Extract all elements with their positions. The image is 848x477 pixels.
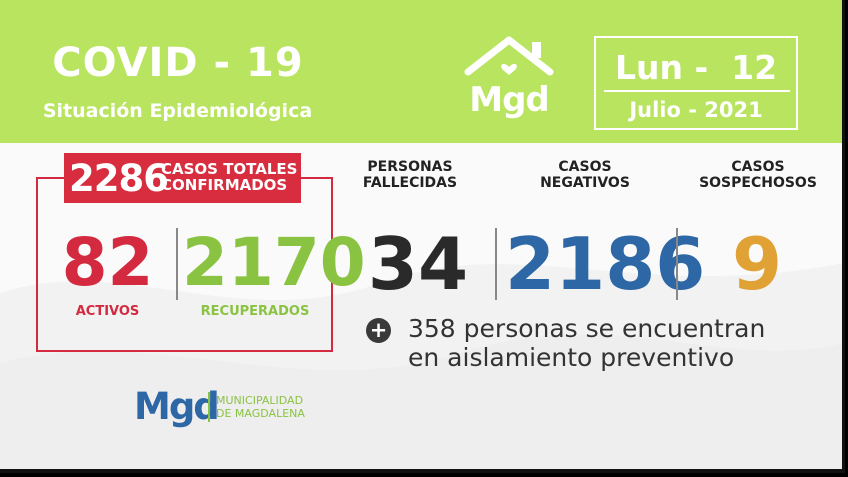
recuperados-value: 2170 — [182, 224, 366, 301]
total-label-line1: CASOS TOTALES — [161, 160, 298, 178]
total-confirmed-label: CASOS TOTALES CONFIRMADOS — [161, 161, 301, 193]
sospechosos-heading-line1: CASOS — [731, 159, 785, 175]
background-wave-decoration — [0, 263, 842, 469]
fallecidas-divider — [495, 228, 497, 300]
house-icon — [464, 36, 554, 76]
page-title: COVID - 19 — [52, 40, 304, 86]
isolation-text: 358 personas se encuentran en aislamient… — [408, 314, 808, 372]
sospechosos-value: 9 — [731, 222, 783, 306]
footer-line2: DE MAGDALENA — [216, 407, 305, 420]
negativos-heading-line1: CASOS — [558, 159, 612, 175]
isolation-line2: en aislamiento preventivo — [408, 343, 735, 372]
recuperados-label: RECUPERADOS — [200, 304, 310, 319]
total-label-line2: CONFIRMADOS — [161, 176, 288, 194]
negativos-heading-line2: NEGATIVOS — [540, 175, 630, 191]
activos-divider — [176, 228, 178, 300]
footer-line1: MUNICIPALIDAD — [216, 394, 304, 407]
date-box: Lun - 12 Julio - 2021 — [594, 36, 798, 130]
negativos-divider — [676, 228, 678, 300]
fallecidas-heading-line2: FALLECIDAS — [362, 175, 458, 191]
footer-logo-divider — [208, 392, 210, 422]
sospechosos-heading-line2: SOSPECHOSOS — [699, 175, 817, 191]
mgd-house-logo: Mgd — [458, 34, 560, 134]
total-confirmed-value: 2286 — [69, 157, 169, 200]
date-divider — [604, 90, 790, 92]
negativos-value: 2186 — [505, 222, 706, 306]
total-confirmed-badge: 2286 CASOS TOTALES CONFIRMADOS — [64, 153, 301, 203]
activos-value: 82 — [61, 224, 154, 301]
sospechosos-heading: CASOS SOSPECHOSOS — [688, 159, 828, 191]
fallecidas-heading: PERSONAS FALLECIDAS — [350, 159, 470, 191]
header-banner: COVID - 19 Situación Epidemiológica Mgd … — [0, 0, 842, 143]
page-subtitle: Situación Epidemiológica — [42, 100, 313, 122]
date-day: Lun - 12 — [614, 48, 778, 87]
isolation-line1: 358 personas se encuentran — [408, 314, 766, 343]
date-month-year: Julio - 2021 — [629, 98, 763, 122]
footer-logo-text: MUNICIPALIDAD DE MAGDALENA — [216, 394, 305, 420]
footer-logo: Mgd MUNICIPALIDAD DE MAGDALENA — [134, 385, 339, 435]
fallecidas-heading-line1: PERSONAS — [367, 159, 453, 175]
activos-label: ACTIVOS — [75, 304, 140, 319]
logo-text: Mgd — [469, 80, 550, 120]
negativos-heading: CASOS NEGATIVOS — [525, 159, 645, 191]
fallecidas-value: 34 — [367, 222, 469, 306]
footer-logo-mark: Mgd — [134, 385, 220, 428]
plus-icon: + — [366, 318, 391, 343]
